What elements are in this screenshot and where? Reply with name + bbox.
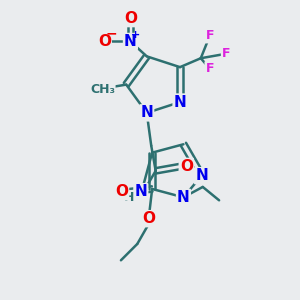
Text: O: O xyxy=(98,34,111,49)
Text: O: O xyxy=(124,11,137,26)
Text: N: N xyxy=(174,94,186,110)
Text: N: N xyxy=(124,34,137,49)
Text: −: − xyxy=(105,26,117,40)
Text: N: N xyxy=(140,105,153,120)
Text: O: O xyxy=(115,184,128,200)
Text: O: O xyxy=(180,159,193,174)
Text: N: N xyxy=(177,190,190,205)
Text: F: F xyxy=(206,29,214,42)
Text: CH₃: CH₃ xyxy=(90,82,115,96)
Text: N: N xyxy=(134,184,147,199)
Text: F: F xyxy=(222,47,230,60)
Text: N: N xyxy=(195,168,208,183)
Text: H: H xyxy=(124,191,135,204)
Text: +: + xyxy=(131,30,140,40)
Text: F: F xyxy=(206,62,214,75)
Text: O: O xyxy=(143,211,156,226)
